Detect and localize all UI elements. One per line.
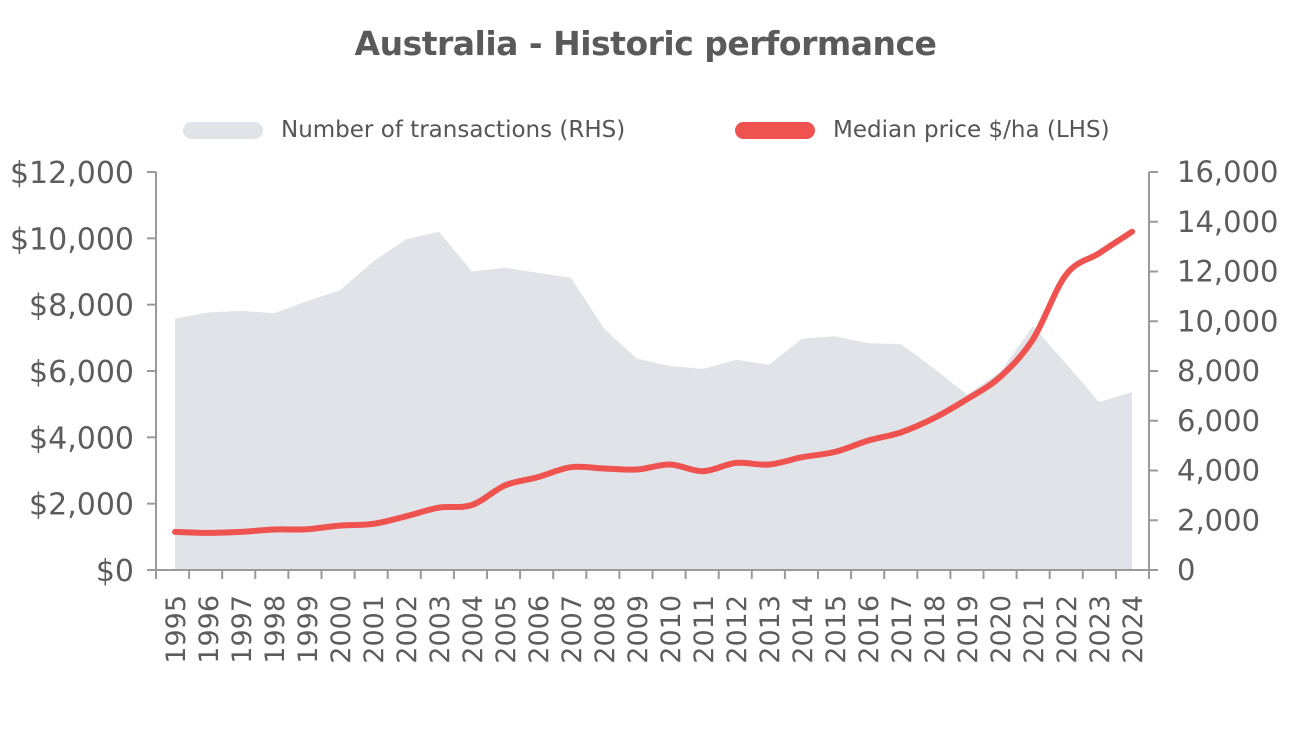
x-tick-label: 2019: [953, 595, 984, 664]
x-tick-label: 2021: [1019, 595, 1050, 664]
x-tick-label: 2015: [821, 595, 852, 664]
y-right-tick-label: 14,000: [1177, 205, 1278, 239]
y-right-tick-label: 4,000: [1177, 454, 1260, 488]
x-tick-label: 2013: [755, 595, 786, 664]
x-tick-label: 2006: [524, 595, 555, 664]
x-tick-label: 2023: [1085, 595, 1116, 664]
y-right-tick-label: 16,000: [1177, 155, 1278, 189]
x-tick-label: 2000: [326, 595, 357, 664]
legend-item-median-price: Median price $/ha (LHS): [735, 112, 1110, 148]
y-left-tick-label: $0: [96, 554, 134, 589]
x-tick-label: 1995: [161, 595, 192, 664]
legend-label-median-price: Median price $/ha (LHS): [833, 117, 1110, 143]
series-area-transactions: [175, 231, 1132, 570]
y-right-tick-label: 8,000: [1177, 354, 1260, 388]
x-tick-label: 2014: [788, 595, 819, 664]
y-left-tick-label: $10,000: [10, 222, 134, 257]
x-tick-label: 1998: [260, 595, 291, 664]
x-tick-label: 2009: [623, 595, 654, 664]
legend-swatch-area: [183, 121, 263, 139]
y-left-tick-label: $4,000: [29, 421, 134, 456]
x-tick-label: 2017: [887, 595, 918, 664]
x-tick-label: 2018: [920, 595, 951, 664]
legend-label-transactions: Number of transactions (RHS): [281, 117, 626, 143]
y-right-tick-label: 0: [1177, 553, 1195, 587]
y-left-tick-label: $12,000: [10, 156, 134, 191]
x-tick-label: 2024: [1118, 595, 1149, 664]
y-right-tick-label: 2,000: [1177, 503, 1260, 537]
y-right-tick-label: 6,000: [1177, 404, 1260, 438]
x-tick-label: 2003: [425, 595, 456, 664]
legend-item-transactions: Number of transactions (RHS): [183, 112, 625, 148]
y-left-tick-label: $2,000: [29, 488, 134, 523]
y-right-tick-label: 10,000: [1177, 304, 1278, 338]
x-tick-label: 2012: [722, 595, 753, 664]
y-left-tick-label: $6,000: [29, 355, 134, 390]
x-tick-label: 2010: [656, 595, 687, 664]
x-tick-label: 2016: [854, 595, 885, 664]
x-tick-label: 1996: [194, 595, 225, 664]
series-line-median-price: [172, 228, 1135, 536]
x-tick-label: 2002: [392, 595, 423, 664]
x-tick-label: 2011: [689, 595, 720, 664]
chart-title: Australia - Historic performance: [354, 24, 937, 63]
x-tick-label: 2004: [458, 595, 489, 664]
legend-swatch-line: [735, 121, 815, 139]
x-tick-label: 2007: [557, 595, 588, 664]
chart-legend: Number of transactions (RHS) Median pric…: [0, 112, 1291, 148]
x-tick-label: 2008: [590, 595, 621, 664]
y-left-tick-label: $8,000: [29, 289, 134, 324]
x-tick-label: 2001: [359, 595, 390, 664]
x-tick-label: 2022: [1052, 595, 1083, 664]
x-tick-label: 2005: [491, 595, 522, 664]
y-right-tick-label: 12,000: [1177, 255, 1278, 289]
x-tick-label: 1997: [227, 595, 258, 664]
x-tick-label: 2020: [986, 595, 1017, 664]
x-tick-label: 1999: [293, 595, 324, 664]
